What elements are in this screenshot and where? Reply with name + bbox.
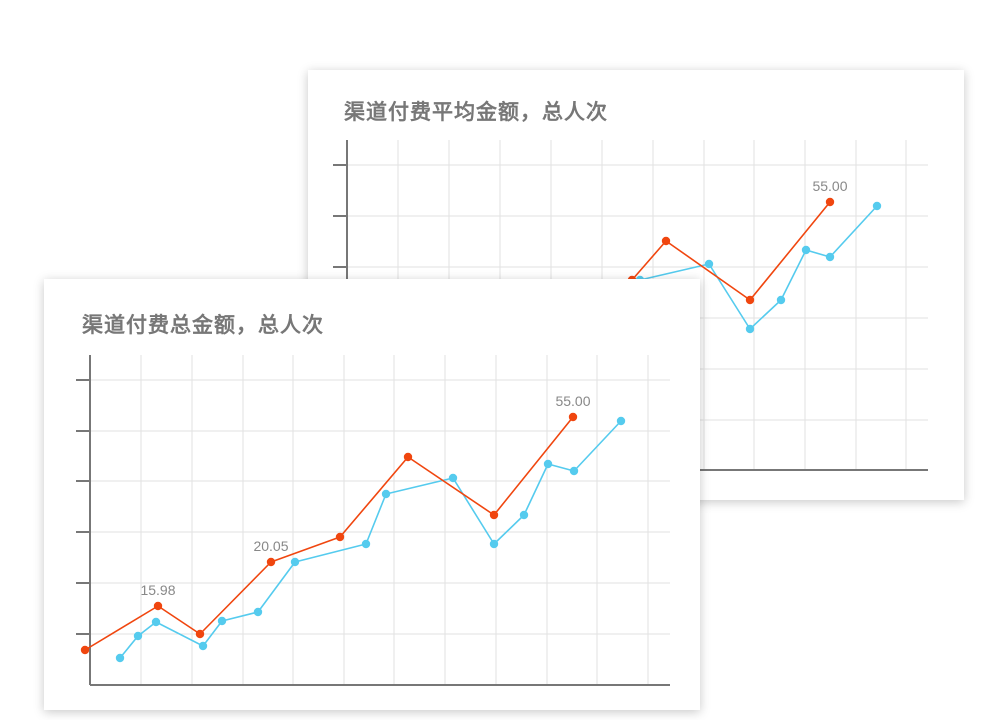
data-point <box>403 452 413 462</box>
data-point <box>253 607 263 617</box>
data-point <box>568 412 578 422</box>
line-chart-total: 15.98 20.05 55.00 <box>76 355 670 686</box>
line-chart-average: 55.00 <box>333 140 928 471</box>
data-point <box>825 252 835 262</box>
grid-lines <box>90 355 670 685</box>
chart-title: 渠道付费总金额，总人次 <box>82 313 324 337</box>
data-point <box>217 616 227 626</box>
data-point <box>335 532 345 542</box>
chart-card-total: 渠道付费总金额，总人次 15.98 20.05 55.00 <box>44 279 700 710</box>
data-point <box>151 617 161 627</box>
grid-lines <box>347 140 928 470</box>
data-point <box>195 629 205 639</box>
data-point <box>489 539 499 549</box>
data-point <box>198 641 208 651</box>
data-label: 55.00 <box>555 393 590 409</box>
data-point <box>776 295 786 305</box>
data-point <box>825 197 835 207</box>
data-point <box>80 645 90 655</box>
data-point <box>290 557 300 567</box>
data-point <box>448 473 458 483</box>
data-label: 20.05 <box>253 538 288 554</box>
data-point <box>745 295 755 305</box>
data-point <box>153 601 163 611</box>
chart-title: 渠道付费平均金额，总人次 <box>344 100 608 124</box>
data-point <box>661 236 671 246</box>
data-point <box>616 416 626 426</box>
data-point <box>745 324 755 334</box>
data-point <box>133 631 143 641</box>
data-point <box>872 201 882 211</box>
data-point <box>361 539 371 549</box>
data-point <box>489 510 499 520</box>
data-point <box>543 459 553 469</box>
data-point <box>801 245 811 255</box>
data-point <box>569 466 579 476</box>
orange-series-line <box>84 416 574 651</box>
data-point <box>115 653 125 663</box>
cyan-series-line <box>119 420 622 659</box>
data-point <box>704 259 714 269</box>
data-point <box>519 510 529 520</box>
data-point <box>266 557 276 567</box>
data-label: 55.00 <box>812 178 847 194</box>
data-label: 15.98 <box>140 582 175 598</box>
data-point <box>381 489 391 499</box>
orange-series-line <box>631 201 831 301</box>
